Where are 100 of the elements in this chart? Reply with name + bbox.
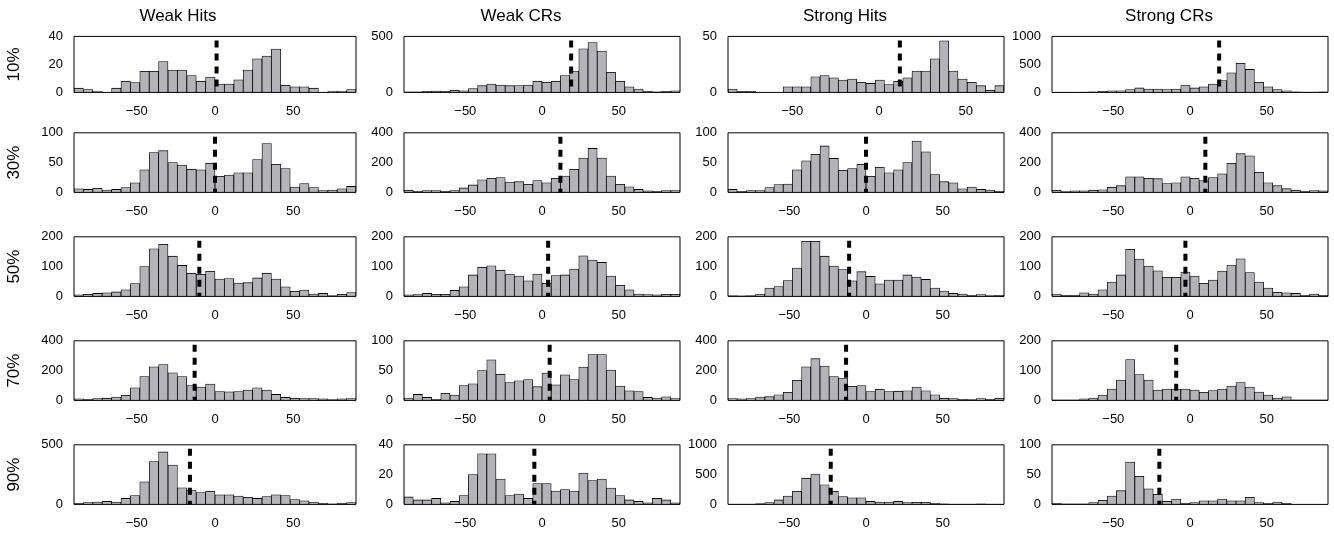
y-tick-label: 100 (695, 124, 717, 140)
x-tick-label: 0 (538, 202, 546, 218)
x-tick-label: 0 (1186, 306, 1194, 322)
y-tick-label: 0 (709, 83, 717, 99)
x-tick-label: 50 (611, 306, 626, 322)
x-tick-label: 50 (1259, 410, 1274, 426)
y-tick-label: 200 (1019, 228, 1041, 244)
x-tick-label: 0 (1186, 102, 1194, 118)
x-tick-label: 0 (1186, 202, 1194, 218)
y-tick-label: 0 (1033, 391, 1041, 407)
x-tick-label: 0 (875, 102, 883, 118)
x-tick-label: −50 (454, 102, 477, 118)
y-tick-label: 1000 (1012, 27, 1041, 43)
x-tick-label: 50 (611, 202, 626, 218)
y-tick-label: 100 (371, 332, 393, 348)
y-tick-label: 0 (385, 83, 393, 99)
x-tick-label: −50 (125, 102, 148, 118)
x-tick-label: 50 (1259, 202, 1274, 218)
y-tick-label: 400 (695, 332, 717, 348)
y-tick-label: 50 (378, 362, 393, 378)
y-tick-label: 500 (1019, 55, 1041, 71)
y-tick-label: 200 (695, 228, 717, 244)
x-tick-label: 50 (611, 102, 626, 118)
x-tick-label: 0 (211, 514, 219, 530)
x-tick-label: 0 (1186, 514, 1194, 530)
y-tick-label: 40 (378, 436, 393, 452)
x-tick-label: −50 (454, 410, 477, 426)
y-axis-title: 50% (3, 249, 23, 284)
y-tick-label: 500 (41, 436, 63, 452)
x-tick-label: −50 (125, 306, 148, 322)
y-tick-label: 0 (709, 495, 717, 511)
y-tick-label: 0 (385, 287, 393, 303)
y-tick-label: 500 (371, 27, 393, 43)
y-tick-label: 200 (41, 362, 63, 378)
x-tick-label: 0 (211, 102, 219, 118)
x-tick-label: 50 (935, 202, 950, 218)
x-tick-label: −50 (1102, 514, 1125, 530)
x-tick-label: −50 (778, 306, 801, 322)
x-tick-label: 0 (211, 410, 219, 426)
y-tick-label: 20 (48, 55, 63, 71)
x-tick-label: −50 (778, 202, 801, 218)
x-tick-label: 50 (286, 514, 301, 530)
x-tick-label: −50 (454, 202, 477, 218)
y-tick-label: 0 (55, 83, 63, 99)
y-tick-label: 400 (41, 332, 63, 348)
x-tick-label: −50 (454, 306, 477, 322)
x-tick-label: 50 (286, 410, 301, 426)
chart-title: Weak CRs (480, 5, 562, 25)
chart-title: Strong Hits (802, 5, 888, 25)
x-tick-label: 50 (935, 514, 950, 530)
x-tick-label: 50 (1259, 306, 1274, 322)
y-tick-label: 100 (41, 124, 63, 140)
y-tick-label: 200 (1019, 154, 1041, 170)
x-tick-label: 0 (538, 306, 546, 322)
y-tick-label: 100 (695, 258, 717, 274)
y-tick-label: 100 (1019, 362, 1041, 378)
x-tick-label: 50 (286, 306, 301, 322)
x-tick-label: −50 (125, 514, 148, 530)
x-tick-label: 0 (1186, 410, 1194, 426)
x-tick-label: 50 (611, 514, 626, 530)
y-tick-label: 40 (48, 27, 63, 43)
x-tick-label: 0 (211, 306, 219, 322)
y-tick-label: 0 (385, 391, 393, 407)
x-tick-label: 50 (935, 306, 950, 322)
y-tick-label: 0 (55, 391, 63, 407)
y-tick-label: 200 (371, 228, 393, 244)
x-tick-label: 0 (862, 306, 870, 322)
y-axis-title: 30% (3, 145, 23, 180)
y-tick-label: 50 (1026, 466, 1041, 482)
x-tick-label: −50 (778, 410, 801, 426)
y-tick-label: 100 (1019, 258, 1041, 274)
x-tick-label: −50 (125, 202, 148, 218)
x-tick-label: −50 (1102, 410, 1125, 426)
y-tick-label: 0 (55, 287, 63, 303)
x-tick-label: −50 (454, 514, 477, 530)
y-tick-label: 200 (41, 228, 63, 244)
y-tick-label: 500 (695, 466, 717, 482)
y-tick-label: 200 (371, 154, 393, 170)
y-tick-label: 0 (385, 183, 393, 199)
y-tick-label: 0 (709, 287, 717, 303)
x-tick-label: 0 (538, 410, 546, 426)
y-tick-label: 50 (702, 27, 717, 43)
x-tick-label: 50 (286, 102, 301, 118)
x-tick-label: 0 (538, 514, 546, 530)
y-axis-title: 90% (3, 457, 23, 492)
y-tick-label: 100 (41, 258, 63, 274)
x-tick-label: 50 (958, 102, 974, 118)
chart-title: Weak Hits (139, 5, 217, 25)
x-tick-label: 0 (862, 514, 870, 530)
y-tick-label: 50 (48, 154, 63, 170)
x-tick-label: 0 (538, 102, 546, 118)
y-tick-label: 0 (1033, 495, 1041, 511)
y-tick-label: 0 (1033, 287, 1041, 303)
x-tick-label: 50 (611, 410, 626, 426)
y-tick-label: 200 (1019, 332, 1041, 348)
x-tick-label: 50 (286, 202, 301, 218)
x-tick-label: 50 (935, 410, 950, 426)
x-tick-label: 0 (862, 410, 870, 426)
x-tick-label: 50 (1259, 102, 1274, 118)
x-tick-label: −50 (125, 410, 148, 426)
